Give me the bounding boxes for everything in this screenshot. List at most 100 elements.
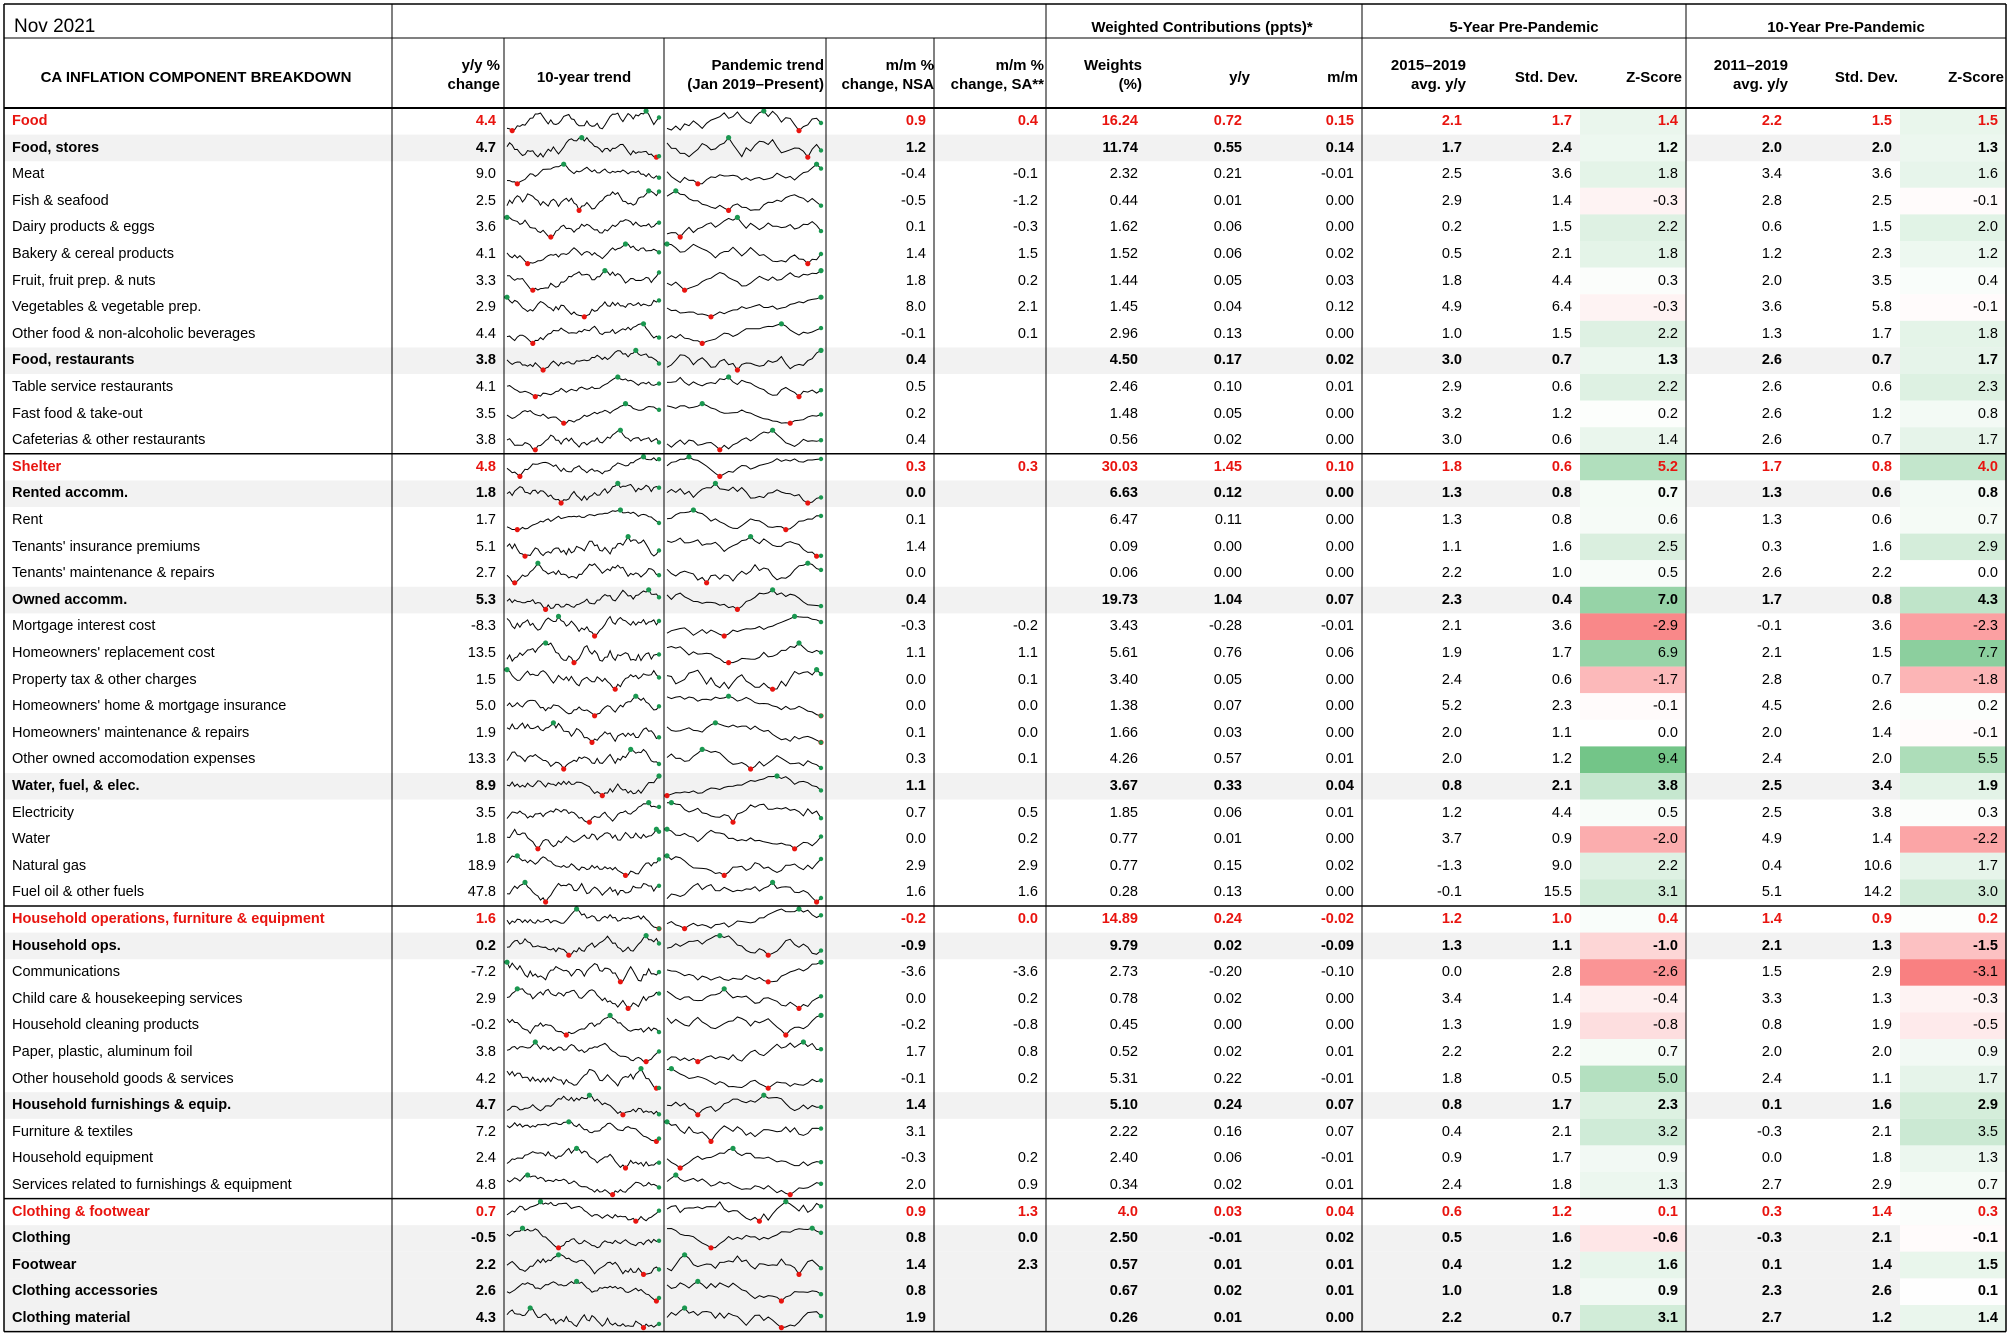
component-name: Child care & housekeeping services <box>12 990 243 1007</box>
ten-year-sparkline-last-marker <box>656 969 662 975</box>
cell-z5: 0.7 <box>1657 485 1678 502</box>
pandemic-sparkline-row-11 <box>666 403 822 424</box>
cell-wc-yy: 0.01 <box>1213 831 1242 848</box>
cell-wc-mm: 0.01 <box>1325 751 1354 768</box>
ten-year-sparkline-low-marker <box>522 553 528 559</box>
pandemic-sparkline-last-marker <box>818 456 824 462</box>
ten-year-sparkline-high-marker <box>633 693 639 699</box>
ten-year-sparkline-high-marker <box>532 1039 538 1045</box>
cell-avg10: 2.6 <box>1761 405 1782 422</box>
cell-wc-mm: 0.01 <box>1325 1177 1354 1193</box>
component-name: Furniture & textiles <box>12 1123 133 1140</box>
cell-sd10: 1.1 <box>1871 1070 1892 1087</box>
cell-avg5: 2.1 <box>1441 113 1462 129</box>
cell-avg10: -0.3 <box>1757 1123 1782 1140</box>
cell-avg5: 1.3 <box>1441 512 1462 528</box>
cell-mm-nsa: 1.4 <box>905 1256 926 1273</box>
pandemic-sparkline-high-marker <box>814 161 820 167</box>
pandemic-sparkline-high-marker <box>699 746 705 753</box>
cell-sd10: 0.9 <box>1871 911 1892 927</box>
cell-mm-nsa: 0.0 <box>905 990 926 1007</box>
column-header-pandemic-trend: Pandemic trend (Jan 2019–Present) <box>687 57 824 93</box>
column-header-5yr-z: Z-Score <box>1626 69 1682 86</box>
cell-mm-nsa: -0.1 <box>901 1070 926 1087</box>
cell-z5: -1.0 <box>1653 937 1678 954</box>
ten-year-sparkline-last-marker <box>656 926 662 931</box>
ten-year-sparkline-row-3 <box>506 190 660 212</box>
cell-z10: -0.1 <box>1973 299 1998 316</box>
cell-weight: 1.66 <box>1109 724 1138 741</box>
cell-wc-mm: 0.14 <box>1325 139 1354 156</box>
cell-sd5: 1.1 <box>1551 724 1572 741</box>
cell-z10: -0.3 <box>1973 990 1998 1007</box>
ten-year-sparkline-high-marker <box>574 1145 580 1151</box>
cell-sd5: 2.1 <box>1551 246 1572 262</box>
pandemic-sparkline-row-20 <box>666 642 822 664</box>
cell-z10: 0.4 <box>1977 272 1998 289</box>
ten-year-sparkline-row-42 <box>506 1227 660 1249</box>
component-name: Homeowners' home & mortgage insurance <box>12 698 287 715</box>
ten-year-sparkline-low-marker <box>561 420 567 426</box>
ten-year-sparkline-high-marker <box>643 933 649 939</box>
cell-avg10: 2.7 <box>1761 1310 1782 1326</box>
cell-mm-nsa: 3.1 <box>905 1123 926 1140</box>
cell-mm-sa: 0.2 <box>1017 272 1038 289</box>
cell-avg10: 2.4 <box>1761 751 1782 768</box>
z-score-heat-cell <box>1900 1172 2006 1199</box>
cell-wc-yy: 0.02 <box>1213 990 1242 1007</box>
ten-year-sparkline-last-marker <box>656 1112 662 1117</box>
pandemic-sparkline-row-26 <box>666 802 822 824</box>
ten-year-sparkline-low-marker <box>622 872 629 879</box>
cell-z5: 5.0 <box>1657 1070 1678 1087</box>
cell-z5: 0.9 <box>1657 1150 1678 1167</box>
cell-wc-mm: 0.00 <box>1325 219 1354 236</box>
cell-mm-nsa: -0.9 <box>901 937 926 954</box>
cell-z5: -0.3 <box>1653 299 1678 316</box>
z-score-heat-cell <box>1900 799 2006 827</box>
z-score-heat-cell <box>1580 533 1686 561</box>
cell-wc-yy: 0.00 <box>1213 538 1242 555</box>
cell-avg10: 1.3 <box>1761 325 1782 342</box>
cell-sd5: 1.2 <box>1551 405 1572 422</box>
cell-z5: 3.1 <box>1657 884 1678 901</box>
cell-mm-sa: 0.0 <box>1017 911 1038 927</box>
ten-year-sparkline-high-marker <box>543 640 549 646</box>
component-name: Tenants' maintenance & repairs <box>12 565 215 582</box>
cell-wc-yy: 0.06 <box>1213 246 1242 262</box>
component-name: Food <box>12 113 48 129</box>
pandemic-sparkline-row-38 <box>666 1121 822 1143</box>
cell-wc-yy: -0.01 <box>1208 1230 1242 1247</box>
cell-sd5: 6.4 <box>1551 299 1572 316</box>
cell-mm-nsa: 0.0 <box>905 565 926 582</box>
cell-weight: 0.44 <box>1109 192 1138 209</box>
cell-z10: 0.3 <box>1977 804 1998 821</box>
column-header-wc-mm: m/m <box>1327 69 1358 86</box>
pandemic-sparkline-row-5 <box>666 243 822 265</box>
ten-year-sparkline-high-marker <box>646 587 652 593</box>
cell-avg10: 2.8 <box>1761 192 1782 209</box>
z-score-heat-cell <box>1580 879 1686 906</box>
cell-sd5: 1.7 <box>1551 113 1572 129</box>
cell-mm-sa: -0.3 <box>1013 219 1038 236</box>
ten-year-sparkline-last-marker <box>656 618 662 624</box>
ten-year-sparkline-last-marker <box>656 175 662 180</box>
pandemic-sparkline-last-marker <box>818 1078 824 1083</box>
cell-mm-sa: 0.0 <box>1017 1230 1038 1247</box>
cell-z5: -0.1 <box>1653 698 1678 715</box>
component-name: Clothing & footwear <box>12 1203 150 1220</box>
cell-weight: 2.73 <box>1109 964 1138 981</box>
ten-year-sparkline-row-43 <box>506 1254 660 1275</box>
cell-wc-mm: 0.01 <box>1325 379 1354 395</box>
cell-sd10: 1.4 <box>1871 724 1892 741</box>
cell-z5: 2.2 <box>1657 857 1678 874</box>
cell-wc-mm: 0.00 <box>1325 325 1354 342</box>
component-name: Water, fuel, & elec. <box>12 778 140 794</box>
cell-weight: 2.40 <box>1109 1150 1138 1167</box>
cell-wc-mm: 0.06 <box>1325 645 1354 661</box>
z-score-heat-cell <box>1900 666 2006 694</box>
cell-yy: 4.1 <box>475 379 496 395</box>
cell-sd10: 1.4 <box>1871 831 1892 848</box>
ten-year-sparkline-high-marker <box>574 906 580 912</box>
cell-avg5: 2.2 <box>1441 1310 1462 1326</box>
component-name: Electricity <box>12 804 75 821</box>
